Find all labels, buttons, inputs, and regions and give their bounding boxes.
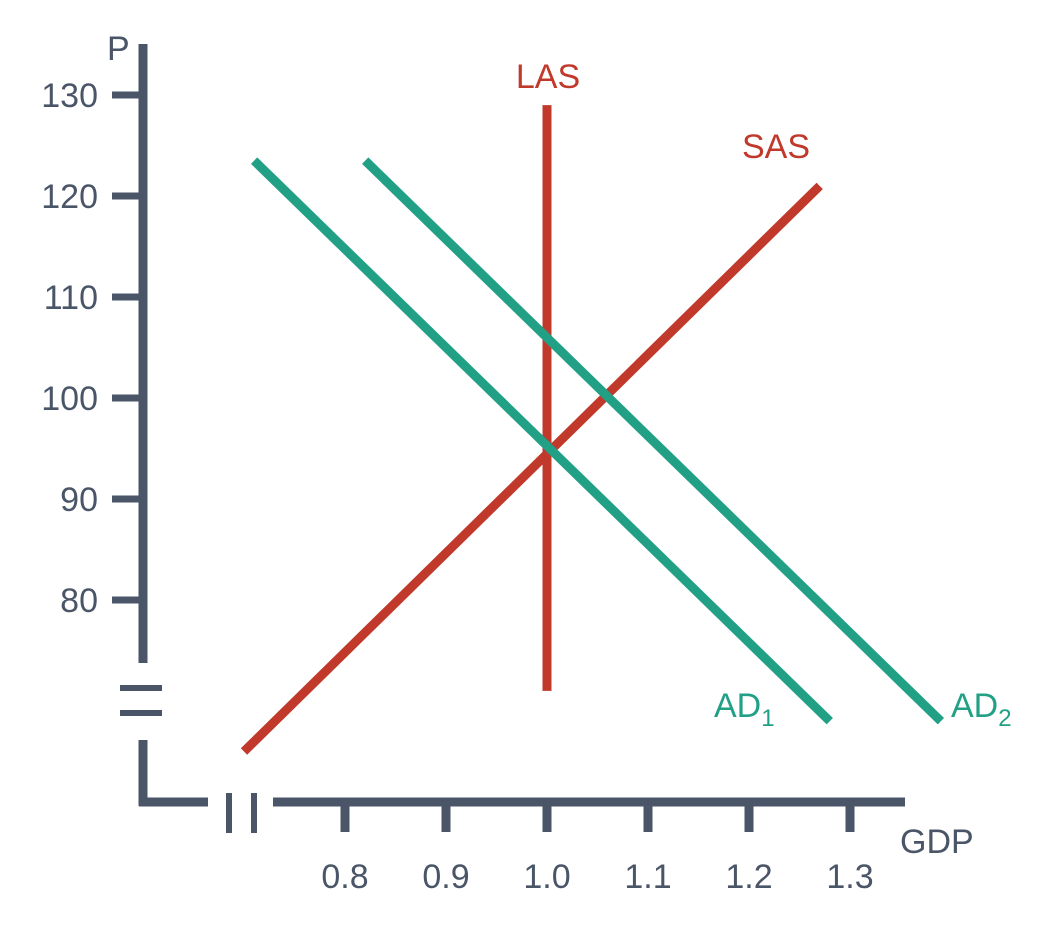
series-label-text: LAS xyxy=(516,58,580,96)
series-label-subscript: 2 xyxy=(998,705,1011,732)
y-tick-label: 80 xyxy=(60,582,98,620)
series-label-las: LAS xyxy=(516,58,580,96)
y-axis-title: P xyxy=(107,30,130,68)
x-axis-title: GDP xyxy=(900,823,974,861)
series-line-ad1 xyxy=(250,157,833,725)
y-tick-label: 90 xyxy=(60,481,98,519)
series-line-ad2 xyxy=(362,157,945,725)
series-label-text: AD xyxy=(951,687,998,725)
x-tick-label: 1.1 xyxy=(624,858,671,896)
series-label-ad2: AD2 xyxy=(951,687,1012,732)
series-label-sas: SAS xyxy=(742,128,810,166)
series xyxy=(240,105,945,755)
series-label-text: SAS xyxy=(742,128,810,166)
x-tick-label: 0.9 xyxy=(422,858,469,896)
series-label-ad1: AD1 xyxy=(714,687,775,732)
y-axis-break-mark xyxy=(120,685,162,716)
x-tick-label: 1.3 xyxy=(826,858,873,896)
x-tick-label: 0.8 xyxy=(321,858,368,896)
y-tick-label: 130 xyxy=(41,77,98,115)
x-tick-label: 1.2 xyxy=(725,858,772,896)
series-label-text: AD xyxy=(714,687,761,725)
y-tick-label: 100 xyxy=(41,380,98,418)
x-tick-label: 1.0 xyxy=(523,858,570,896)
ticks xyxy=(112,91,855,832)
y-tick-label: 120 xyxy=(41,178,98,216)
series-label-subscript: 1 xyxy=(761,705,774,732)
tick-labels: 130 120 110 100 90 80 0.8 0.9 1.0 1.1 1.2 1.3 xyxy=(41,77,873,896)
x-axis-break-mark xyxy=(226,793,257,833)
series-line-sas xyxy=(240,182,823,755)
axes xyxy=(120,44,905,833)
y-tick-label: 110 xyxy=(44,279,98,317)
